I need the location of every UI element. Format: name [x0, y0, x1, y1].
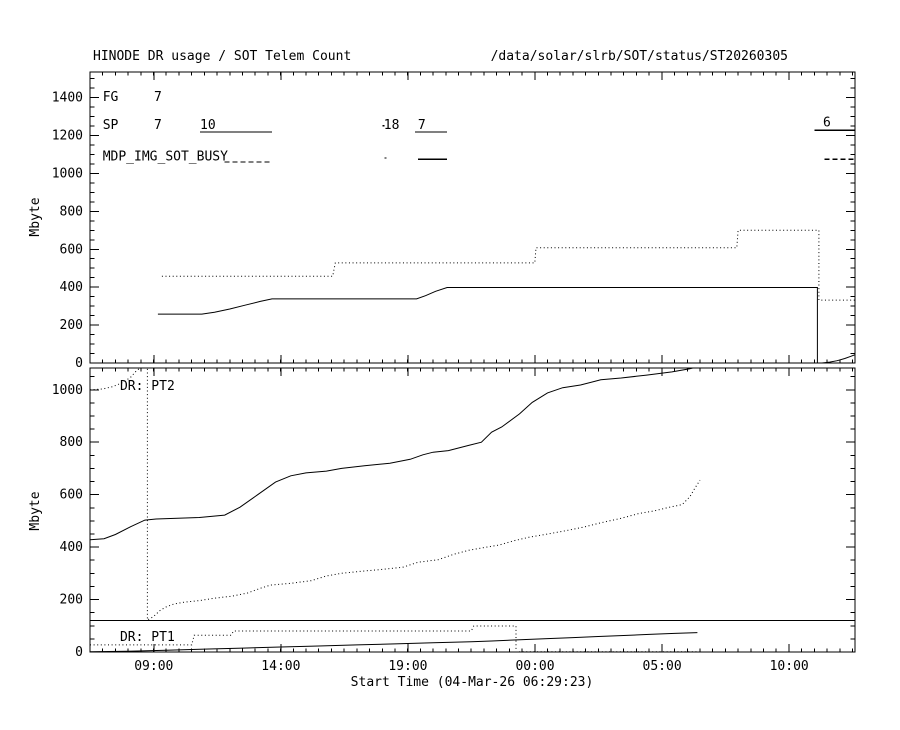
y-tick-label: 0 — [75, 356, 83, 371]
annotation-text: DR: PT1 — [120, 630, 175, 645]
dr-pt2-solid — [90, 368, 695, 541]
y-tick-label: 1000 — [52, 383, 83, 398]
y-tick-label: 200 — [60, 593, 83, 608]
annotation-text: MDP_IMG_SOT_BUSY — [103, 150, 228, 165]
y-tick-label: 400 — [60, 280, 83, 295]
x-tick-label: 10:00 — [770, 659, 809, 674]
y-tick-label: 0 — [75, 645, 83, 660]
x-tick-label: 19:00 — [388, 659, 427, 674]
plot-title: HINODE DR usage / SOT Telem Count — [93, 49, 352, 64]
y-tick-label: 1200 — [52, 129, 83, 144]
annotation-text: FG — [103, 90, 119, 105]
x-axis-title: Start Time (04-Mar-26 06:29:23) — [350, 675, 594, 690]
y-tick-label: 600 — [60, 488, 83, 503]
y-tick-label: 600 — [60, 242, 83, 257]
annotation-text: 7 — [418, 118, 426, 133]
dr-pt1-dotted — [90, 625, 698, 652]
annotation-text: 18 — [384, 118, 400, 133]
plot-source-path: /data/solar/slrb/SOT/status/ST20260305 — [490, 49, 788, 64]
telem-count-dotted — [161, 229, 855, 301]
y-tick-label: 1000 — [52, 166, 83, 181]
x-tick-label: 05:00 — [643, 659, 682, 674]
y-tick-label: 800 — [60, 435, 83, 450]
x-tick-label: 14:00 — [261, 659, 300, 674]
annotation-text: 6 — [823, 116, 831, 131]
telem-count-solid — [157, 287, 855, 363]
annotation-text: 7 — [154, 118, 162, 133]
annotation-text: 10 — [200, 118, 216, 133]
dr-pt1-solid — [90, 632, 698, 652]
sot-telem-count-panel-frame — [89, 71, 856, 364]
annotation-text: DR: PT2 — [120, 379, 175, 394]
dr-pt2-dotted — [90, 368, 701, 621]
y-tick-label: 800 — [60, 204, 83, 219]
x-tick-label: 00:00 — [515, 659, 554, 674]
x-tick-label: 09:00 — [134, 659, 173, 674]
y-tick-label: 1400 — [52, 91, 83, 106]
annotation-text: SP — [103, 118, 119, 133]
y-tick-label: 200 — [60, 318, 83, 333]
dr-usage-panel-frame — [89, 367, 856, 653]
annotation-text: 7 — [154, 90, 162, 105]
y-tick-label: 400 — [60, 540, 83, 555]
